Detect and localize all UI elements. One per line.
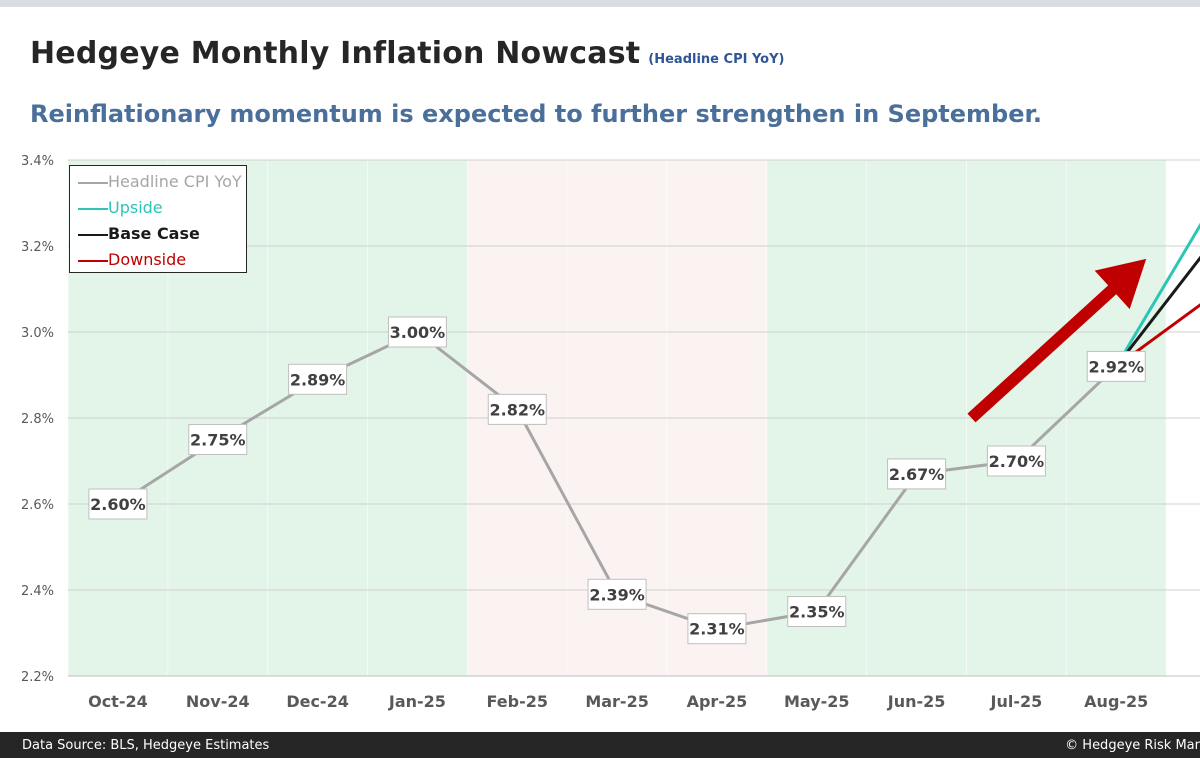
data-label-box xyxy=(487,393,547,425)
y-tick-label: 2.4% xyxy=(21,584,54,599)
y-tick-label: 3.2% xyxy=(21,240,54,255)
legend-swatch-downside xyxy=(78,260,108,262)
legend-label-downside: Downside xyxy=(108,250,187,269)
series-base-case xyxy=(1115,255,1200,368)
y-tick-label: 2.8% xyxy=(21,412,54,427)
data-label-box xyxy=(986,445,1046,477)
data-label: 2.60% xyxy=(88,488,148,520)
footer-copyright: © Hedgeye Risk Mar xyxy=(1065,738,1200,753)
series-upside xyxy=(1114,222,1200,368)
chart-subtitle: Reinflationary momentum is expected to f… xyxy=(30,100,1043,128)
data-label: 2.92% xyxy=(1086,350,1146,382)
legend-swatch-headline xyxy=(78,182,108,184)
data-label-box xyxy=(1086,350,1146,382)
data-label: 2.75% xyxy=(188,424,248,455)
y-tick-label: 3.4% xyxy=(21,154,54,169)
footer-source: Data Source: BLS, Hedgeye Estimates xyxy=(22,738,270,753)
data-label: 2.35% xyxy=(787,596,847,627)
legend-swatch-upside xyxy=(78,208,108,210)
data-label: 2.89% xyxy=(288,363,348,395)
data-label: 2.70% xyxy=(986,445,1046,477)
y-axis: 2.2% 2.4% 2.6% 2.8% 3.0% 3.2% 3.4% xyxy=(21,154,54,685)
chart-title-text: Hedgeye Monthly Inflation Nowcast xyxy=(30,36,641,71)
data-label: 2.39% xyxy=(587,578,647,610)
x-tick-label: Feb-25 xyxy=(487,692,549,711)
data-label: 2.82% xyxy=(487,393,547,425)
data-label-box xyxy=(587,578,647,610)
data-label-text: 2.82% xyxy=(489,400,545,419)
data-label-box xyxy=(288,363,348,395)
data-label-box xyxy=(787,596,847,627)
x-tick-label: Aug-25 xyxy=(1084,692,1148,711)
data-label-box xyxy=(188,424,248,455)
data-labels: 2.60% 2.75% 2.89% 3.00% 2.82% 2.39% 2.31% 2.35%… xyxy=(88,316,1146,645)
x-tick-label: Mar-25 xyxy=(585,692,649,711)
x-tick-label: Jul-25 xyxy=(990,692,1043,711)
data-label-text: 2.67% xyxy=(889,465,945,484)
data-label-box xyxy=(687,613,747,645)
y-tick-label: 3.0% xyxy=(21,326,54,341)
legend-swatch-base-case xyxy=(78,234,108,236)
x-tick-label: Nov-24 xyxy=(186,692,250,711)
legend-label-upside: Upside xyxy=(108,198,163,217)
data-label-text: 2.92% xyxy=(1088,357,1144,376)
x-tick-label: Dec-24 xyxy=(286,692,349,711)
chart-title: Hedgeye Monthly Inflation Nowcast (Headli… xyxy=(30,36,784,71)
y-tick-label: 2.2% xyxy=(21,670,54,685)
x-tick-label: Apr-25 xyxy=(687,692,748,711)
footer: Data Source: BLS, Hedgeye Estimates © He… xyxy=(0,732,1200,758)
gridlines xyxy=(67,159,1200,677)
x-tick-label: Jan-25 xyxy=(388,692,446,711)
data-label-box xyxy=(88,488,148,520)
x-tick-label: May-25 xyxy=(784,692,850,711)
x-tick-label: Oct-24 xyxy=(88,692,148,711)
data-label-text: 2.31% xyxy=(689,620,745,639)
data-label: 2.67% xyxy=(887,458,947,490)
x-tick-label: Jun-25 xyxy=(887,692,946,711)
data-label-text: 2.35% xyxy=(789,603,845,622)
chart: 2.2% 2.4% 2.6% 2.8% 3.0% 3.2% 3.4% Oct-24 Nov-2… xyxy=(21,154,1200,711)
data-label-text: 2.70% xyxy=(989,452,1045,471)
data-label-text: 2.75% xyxy=(190,431,246,450)
data-label: 3.00% xyxy=(387,316,447,348)
x-axis: Oct-24 Nov-24 Dec-24 Jan-25 Feb-25 Mar-25 Apr-… xyxy=(88,692,1148,711)
legend: Headline CPI YoY Upside Base Case Downsi… xyxy=(69,165,247,273)
trend-arrow xyxy=(967,258,1147,423)
data-label-text: 3.00% xyxy=(390,323,446,342)
legend-label-base-case: Base Case xyxy=(108,224,200,243)
y-tick-label: 2.6% xyxy=(21,498,54,513)
data-label-text: 2.39% xyxy=(589,585,645,604)
data-label-box xyxy=(887,458,947,490)
data-label-text: 2.89% xyxy=(290,370,346,389)
data-label: 2.31% xyxy=(687,613,747,645)
top-strip xyxy=(0,0,1200,7)
trend-arrow-shape xyxy=(967,258,1147,423)
data-label-box xyxy=(387,316,447,348)
chart-title-note: (Headline CPI YoY) xyxy=(648,52,785,67)
data-label-text: 2.60% xyxy=(90,495,146,514)
legend-label-headline: Headline CPI YoY xyxy=(108,172,242,191)
